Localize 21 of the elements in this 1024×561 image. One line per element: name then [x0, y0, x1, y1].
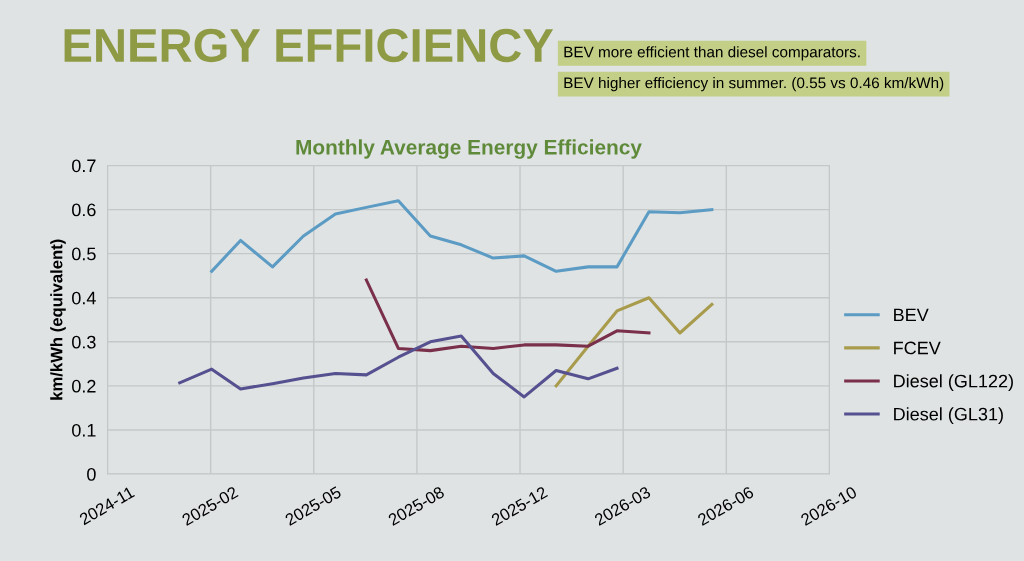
legend-label: FCEV — [894, 341, 941, 355]
y-tick-label: 0.1 — [72, 423, 96, 437]
y-tick-label: 0.2 — [72, 379, 96, 393]
legend-label: Diesel (GL31) — [894, 407, 1003, 425]
y-tick-label: 0.6 — [72, 203, 96, 217]
y-tick-label: 0.3 — [72, 335, 96, 349]
text: BEV higher efficiency in summer. (0.55 vs 0.46 km/kWh) — [564, 77, 944, 92]
y-tick-label: 0.7 — [72, 159, 96, 173]
line-series — [554, 296, 714, 388]
y-tick-label: 0 — [87, 467, 96, 481]
y-tick-label: 0.4 — [72, 291, 96, 305]
line-series — [210, 199, 714, 273]
legend-label: Diesel (GL122) — [894, 374, 1013, 391]
line-series — [178, 334, 619, 399]
chart-subtitle: Monthly Average Energy Efficiency — [296, 139, 642, 159]
chart-title: ENERGY EFFICIENCY — [64, 28, 554, 63]
line-series — [364, 278, 651, 353]
legend-label: BEV — [894, 308, 929, 322]
y-axis-title: km/kWh (equivalent) — [50, 239, 66, 400]
y-tick-label: 0.5 — [72, 247, 96, 261]
text: BEV more efficient than diesel comparators. — [564, 46, 860, 61]
